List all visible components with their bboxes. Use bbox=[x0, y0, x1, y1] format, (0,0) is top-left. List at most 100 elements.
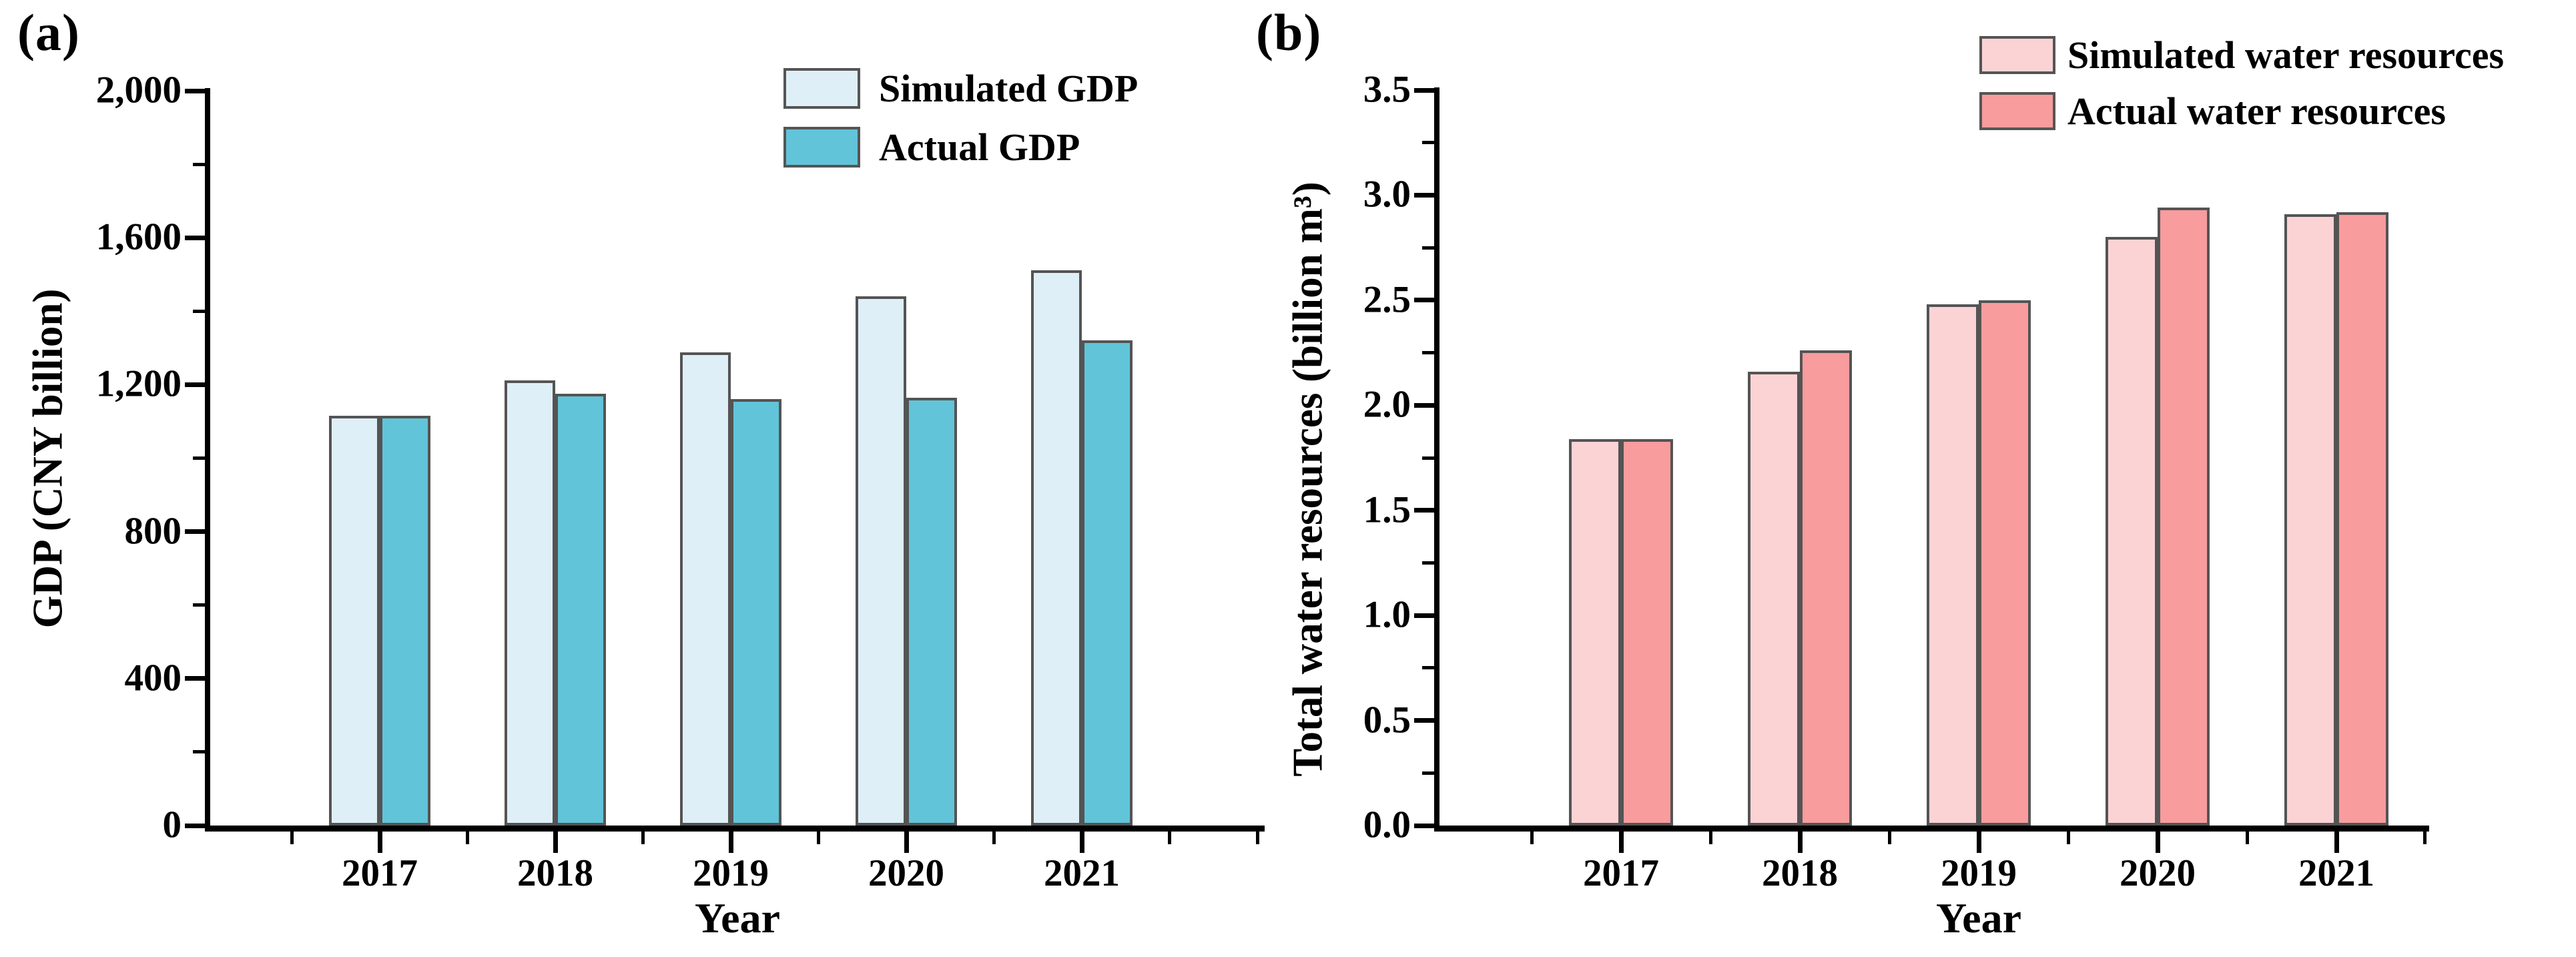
y-minor-tick bbox=[1422, 141, 1434, 145]
y-tick-label: 0 bbox=[162, 804, 182, 846]
y-tick-label: 2,000 bbox=[95, 69, 182, 111]
x-minor-tick bbox=[1708, 832, 1712, 844]
x-major-tick bbox=[1079, 832, 1084, 853]
y-tick-label: 1,600 bbox=[95, 216, 182, 258]
y-major-tick bbox=[185, 676, 205, 681]
x-minor-tick bbox=[1887, 832, 1891, 844]
x-tick-label: 2020 bbox=[2120, 852, 2196, 894]
y-major-tick bbox=[185, 529, 205, 535]
bar-simulated-water-resources-2020 bbox=[2106, 237, 2158, 826]
y-major-tick bbox=[1414, 87, 1434, 93]
panel-a-y-axis-title: GDP (CNY billion) bbox=[24, 288, 71, 629]
y-minor-tick bbox=[1422, 771, 1434, 775]
y-tick-label: 0.5 bbox=[1363, 698, 1411, 741]
x-minor-tick bbox=[465, 832, 469, 844]
y-axis-line bbox=[1434, 87, 1439, 832]
panel-a-x-axis-title: Year bbox=[695, 894, 780, 942]
legend-label-simulated-gdp: Simulated GDP bbox=[879, 66, 1139, 110]
x-major-tick bbox=[2334, 832, 2339, 853]
x-major-tick bbox=[904, 832, 909, 853]
y-axis-line bbox=[205, 88, 210, 832]
y-major-tick bbox=[185, 823, 205, 828]
y-major-tick bbox=[1414, 508, 1434, 513]
x-major-tick bbox=[377, 832, 382, 853]
y-minor-tick bbox=[193, 750, 205, 754]
y-major-tick bbox=[1414, 402, 1434, 408]
x-major-tick bbox=[728, 832, 733, 853]
bar-actual-gdp-2021 bbox=[1082, 340, 1133, 826]
bar-actual-water-resources-2021 bbox=[2336, 212, 2388, 826]
panel-b-label: (b) bbox=[1256, 3, 1322, 61]
bar-actual-water-resources-2018 bbox=[1800, 350, 1852, 826]
x-minor-tick bbox=[2245, 832, 2249, 844]
x-minor-tick bbox=[992, 832, 996, 844]
bar-simulated-water-resources-2019 bbox=[1927, 304, 1979, 826]
panel-b-y-axis-title: Total water resources (billion m³) bbox=[1284, 182, 1331, 777]
legend-swatch-actual-water bbox=[1979, 92, 2055, 130]
x-axis-line bbox=[205, 826, 1265, 832]
y-major-tick bbox=[185, 235, 205, 240]
legend-label-actual-water: Actual water resources bbox=[2067, 89, 2446, 133]
x-minor-tick bbox=[816, 832, 820, 844]
panel-b-x-axis-title: Year bbox=[1936, 894, 2021, 942]
x-axis-line bbox=[1434, 826, 2429, 832]
y-major-tick bbox=[185, 382, 205, 387]
y-minor-tick bbox=[193, 309, 205, 313]
bar-actual-gdp-2017 bbox=[380, 416, 430, 826]
legend-swatch-simulated-gdp bbox=[783, 68, 860, 109]
y-major-tick bbox=[1414, 718, 1434, 723]
legend-label-actual-gdp: Actual GDP bbox=[879, 125, 1080, 169]
x-major-tick bbox=[553, 832, 558, 853]
y-minor-tick bbox=[193, 162, 205, 166]
y-major-tick bbox=[1414, 613, 1434, 618]
bar-simulated-gdp-2018 bbox=[505, 380, 555, 826]
y-major-tick bbox=[1414, 192, 1434, 198]
panel-b-legend-item-simulated: Simulated water resources bbox=[1979, 33, 2505, 77]
bar-simulated-water-resources-2017 bbox=[1569, 438, 1621, 826]
bar-simulated-gdp-2017 bbox=[329, 416, 380, 826]
legend-swatch-actual-gdp bbox=[783, 127, 860, 168]
x-tick-label: 2020 bbox=[868, 852, 944, 894]
y-tick-label: 0.0 bbox=[1363, 804, 1411, 846]
x-tick-label: 2019 bbox=[693, 852, 769, 894]
x-major-tick bbox=[2155, 832, 2160, 853]
bar-simulated-gdp-2020 bbox=[856, 296, 906, 826]
x-minor-tick bbox=[1167, 832, 1171, 844]
x-tick-label: 2018 bbox=[1762, 852, 1838, 894]
bar-actual-gdp-2019 bbox=[731, 399, 781, 826]
y-tick-label: 3.5 bbox=[1363, 68, 1411, 111]
y-major-tick bbox=[185, 88, 205, 93]
y-minor-tick bbox=[1422, 246, 1434, 250]
bar-actual-water-resources-2017 bbox=[1621, 438, 1673, 826]
x-tick-label: 2021 bbox=[1044, 852, 1120, 894]
x-tick-label: 2019 bbox=[1941, 852, 2017, 894]
legend-label-simulated-water: Simulated water resources bbox=[2067, 33, 2505, 77]
y-tick-label: 2.0 bbox=[1363, 383, 1411, 426]
y-minor-tick bbox=[1422, 561, 1434, 565]
bar-actual-water-resources-2020 bbox=[2158, 208, 2210, 826]
bar-simulated-water-resources-2018 bbox=[1748, 371, 1800, 826]
panel-a-legend-item-actual: Actual GDP bbox=[783, 127, 1080, 168]
y-minor-tick bbox=[193, 603, 205, 607]
panel-a-legend-item-simulated: Simulated GDP bbox=[783, 68, 1138, 109]
x-tick-label: 2018 bbox=[517, 852, 593, 894]
y-minor-tick bbox=[193, 456, 205, 460]
y-tick-label: 1.0 bbox=[1363, 593, 1411, 636]
x-minor-tick bbox=[290, 832, 294, 844]
x-major-tick bbox=[1976, 832, 1981, 853]
y-major-tick bbox=[1414, 823, 1434, 828]
legend-swatch-simulated-water bbox=[1979, 36, 2055, 74]
y-tick-label: 3.0 bbox=[1363, 173, 1411, 216]
y-major-tick bbox=[1414, 298, 1434, 303]
x-minor-tick bbox=[1255, 832, 1259, 844]
x-minor-tick bbox=[1530, 832, 1534, 844]
x-minor-tick bbox=[2066, 832, 2070, 844]
x-major-tick bbox=[1797, 832, 1803, 853]
x-minor-tick bbox=[2423, 832, 2427, 844]
x-tick-label: 2017 bbox=[1583, 852, 1659, 894]
y-tick-label: 1,200 bbox=[95, 362, 182, 405]
x-tick-label: 2017 bbox=[342, 852, 418, 894]
x-major-tick bbox=[1618, 832, 1624, 853]
x-minor-tick bbox=[641, 832, 645, 844]
